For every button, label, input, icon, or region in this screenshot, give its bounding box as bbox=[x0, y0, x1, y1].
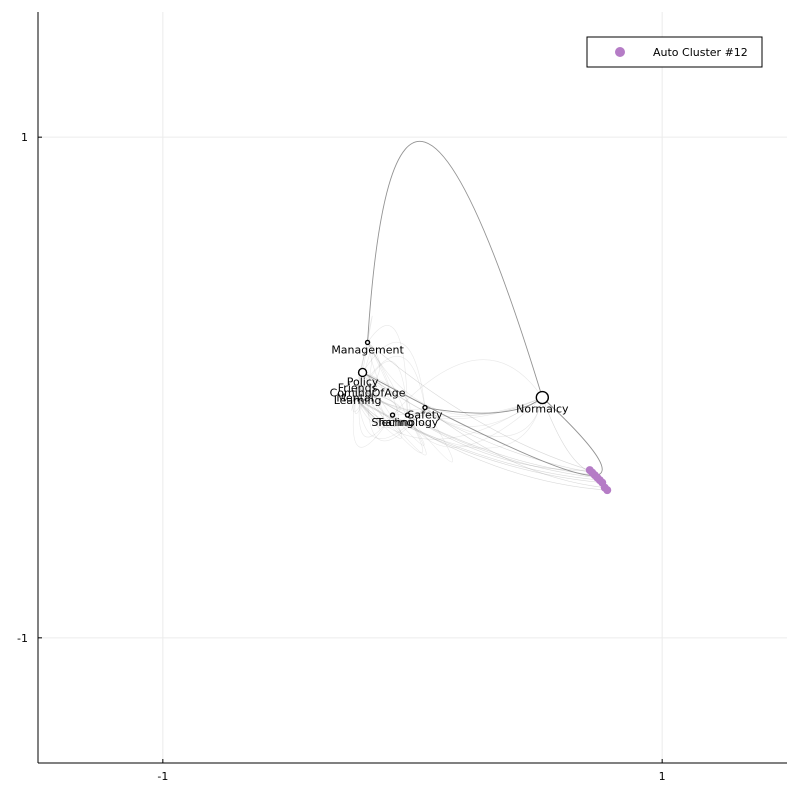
faint-edge bbox=[367, 342, 426, 411]
faint-edge bbox=[357, 316, 373, 388]
faint-edge bbox=[367, 392, 543, 419]
cluster-edge bbox=[424, 407, 605, 488]
legend-label: Auto Cluster #12 bbox=[653, 46, 748, 59]
faint-edge bbox=[407, 397, 543, 448]
cluster-edge bbox=[392, 414, 608, 491]
faint-edge bbox=[357, 387, 398, 416]
faint-edge bbox=[354, 387, 381, 424]
faint-edge bbox=[362, 372, 402, 434]
faint-edge bbox=[354, 397, 543, 449]
cluster-edge bbox=[367, 342, 590, 471]
node-label: Policy bbox=[347, 375, 379, 388]
network-node bbox=[364, 339, 371, 346]
faint-edge bbox=[357, 399, 403, 439]
axes bbox=[37, 12, 787, 764]
legend-marker bbox=[615, 47, 625, 57]
network-node bbox=[389, 412, 396, 418]
node-label: Mental bbox=[336, 392, 373, 405]
faint-edge bbox=[352, 342, 368, 413]
faint-edge bbox=[362, 341, 426, 408]
network-node bbox=[535, 390, 550, 405]
faint-edge bbox=[354, 342, 381, 398]
faint-edge bbox=[367, 392, 401, 416]
y-tick-label: 1 bbox=[21, 131, 28, 144]
faint-edge bbox=[357, 387, 426, 439]
grid-lines bbox=[38, 12, 787, 763]
cluster-edge bbox=[357, 399, 603, 483]
node-label: Normalcy bbox=[516, 403, 569, 416]
node-label: Management bbox=[331, 343, 404, 356]
cluster-edge bbox=[354, 397, 600, 481]
x-tick-label: -1 bbox=[157, 770, 168, 783]
faint-edge bbox=[352, 397, 393, 448]
main-edge bbox=[362, 372, 603, 476]
y-tick-label: -1 bbox=[17, 632, 28, 645]
faint-edge bbox=[362, 372, 543, 437]
faint-edge bbox=[407, 407, 454, 463]
faint-edge bbox=[357, 397, 543, 440]
network-nodes: Management PolicyFriendsComingOfAgeMental… bbox=[330, 339, 569, 429]
faint-edge bbox=[367, 342, 406, 421]
node-label: Learning bbox=[334, 394, 382, 407]
faint-edge bbox=[354, 397, 381, 430]
faint-edge bbox=[357, 399, 426, 428]
network-node bbox=[404, 412, 411, 418]
network-node bbox=[357, 367, 368, 378]
main-edge bbox=[424, 397, 543, 414]
legend: Auto Cluster #12 bbox=[586, 36, 763, 68]
axis-ticks: -1 1 -1 1 bbox=[17, 131, 666, 783]
faint-edge bbox=[358, 372, 393, 438]
faint-edge bbox=[357, 342, 399, 427]
faint-edge bbox=[367, 392, 427, 456]
node-label: Friends bbox=[338, 382, 378, 395]
cluster-points bbox=[585, 466, 612, 495]
faint-edge bbox=[392, 407, 431, 416]
node-label: Safety bbox=[407, 409, 443, 422]
cluster-edge bbox=[362, 372, 593, 473]
faint-edge bbox=[357, 387, 543, 417]
node-label: Sharing bbox=[371, 416, 413, 429]
faint-edge bbox=[351, 372, 363, 411]
cluster-point bbox=[603, 486, 612, 495]
faint-edge bbox=[354, 392, 386, 426]
faint-edge bbox=[357, 387, 423, 454]
faint-edge bbox=[362, 372, 411, 416]
faint-edge bbox=[367, 325, 408, 416]
faint-edge bbox=[392, 414, 425, 446]
faint-edge bbox=[354, 355, 426, 408]
x-tick-label: 1 bbox=[659, 770, 666, 783]
faint-edge bbox=[357, 372, 384, 419]
faint-edge bbox=[357, 349, 373, 401]
faint-edge bbox=[424, 397, 543, 427]
node-label: ComingOfAge bbox=[330, 387, 406, 400]
node-label: Technology bbox=[376, 416, 439, 429]
cluster-edge bbox=[367, 392, 598, 478]
faint-edge bbox=[392, 359, 543, 416]
faint-edge bbox=[362, 342, 389, 391]
main-edge bbox=[367, 141, 543, 398]
cluster-edge bbox=[357, 387, 595, 476]
faint-edge bbox=[367, 342, 543, 416]
faint-edge bbox=[367, 392, 426, 441]
network-node bbox=[422, 404, 428, 411]
network-edges bbox=[351, 141, 608, 491]
faint-edge bbox=[354, 387, 368, 414]
